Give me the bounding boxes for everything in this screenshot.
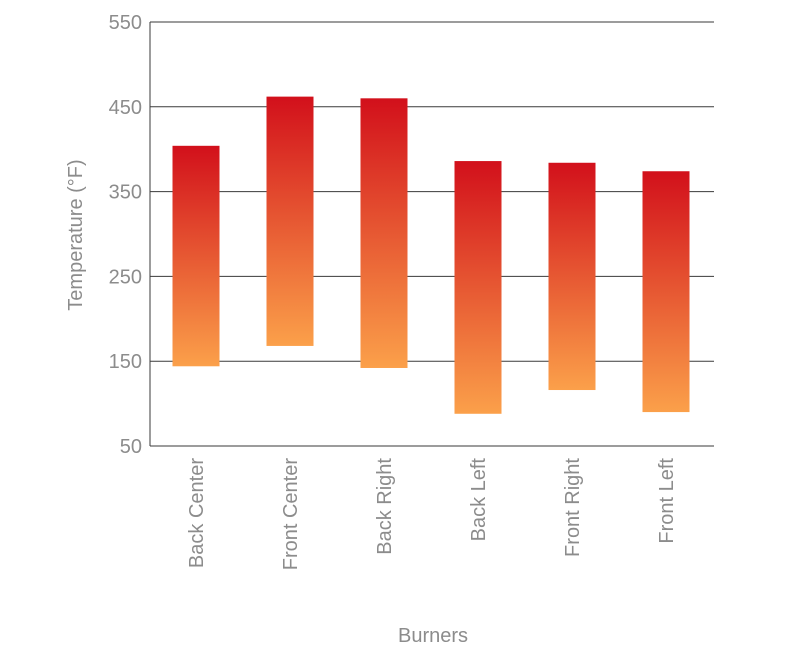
x-category-label: Front Left: [656, 458, 678, 544]
bar-front-right: [548, 162, 596, 391]
x-category-label: Front Right: [562, 458, 584, 557]
x-category-label: Back Center: [186, 458, 208, 568]
x-axis-title: Burners: [398, 625, 468, 647]
y-tick-label: 450: [109, 97, 142, 119]
x-category-labels: Back Center Front Center Back Right Back Le…: [186, 458, 678, 571]
bar-front-left: [642, 171, 690, 413]
bar-front-center: [266, 96, 314, 346]
y-tick-label: 250: [109, 266, 142, 288]
y-tick-label: 550: [109, 12, 142, 34]
bar-back-center: [172, 145, 220, 367]
bar-back-left: [454, 161, 502, 414]
y-tick-label: 50: [120, 436, 142, 458]
gridlines: [149, 21, 714, 447]
y-tick-labels: 550 450 350 250 150 50: [109, 12, 142, 458]
x-category-label: Front Center: [280, 458, 302, 571]
x-category-label: Back Right: [374, 458, 396, 555]
x-category-label: Back Left: [468, 458, 490, 542]
bars: [172, 96, 690, 414]
bar-back-right: [360, 98, 408, 368]
y-tick-label: 150: [109, 351, 142, 373]
y-axis-title: Temperature (°F): [65, 159, 87, 310]
y-tick-label: 350: [109, 182, 142, 204]
